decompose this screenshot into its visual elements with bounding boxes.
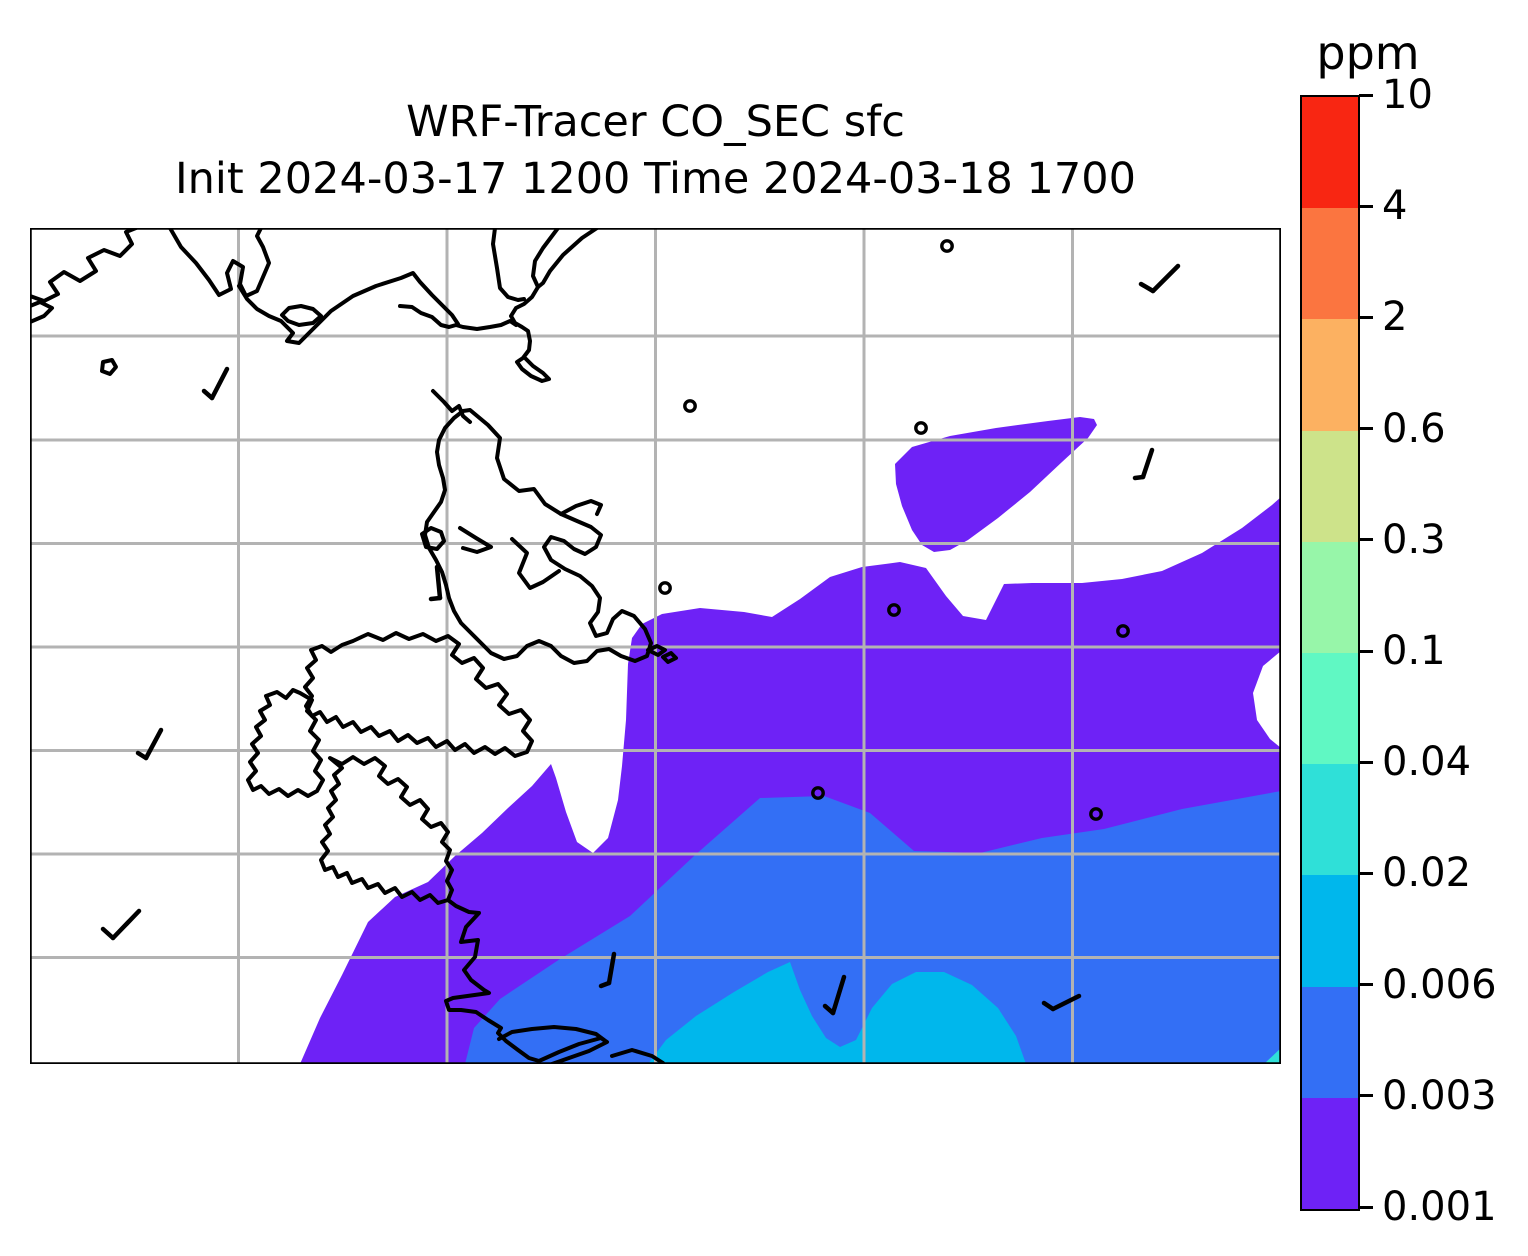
colorbar-tick-mark xyxy=(1358,983,1373,987)
coastline xyxy=(431,389,472,424)
colorbar-segment xyxy=(1302,875,1358,988)
colorbar-tick-mark xyxy=(1358,1094,1373,1098)
colorbar-tick-mark xyxy=(1358,315,1373,319)
colorbar-tick-mark xyxy=(1358,538,1373,542)
coastline xyxy=(559,499,603,516)
colorbar-bar xyxy=(1300,95,1360,1211)
wind-barb-icon xyxy=(135,727,164,761)
colorbar-tick-label: 0.003 xyxy=(1382,1072,1497,1119)
colorbar-tick-label: 0.001 xyxy=(1382,1184,1497,1230)
colorbar-tick-label: 0.02 xyxy=(1382,850,1472,897)
colorbar-segment xyxy=(1302,430,1358,543)
colorbar-tick-label: 4 xyxy=(1382,183,1408,230)
colorbar-tick-mark xyxy=(1358,1205,1373,1209)
coastline xyxy=(246,688,325,798)
colorbar-tick-mark xyxy=(1358,760,1373,764)
coastline xyxy=(420,526,446,551)
calm-wind-circle-icon xyxy=(811,786,825,800)
colorbar-segment xyxy=(1302,208,1358,320)
colorbar: ppm 10 4 2 0.6 0.3 0.1 0.04 0.02 0.006 0.003 0.001 xyxy=(1296,26,1528,1256)
colorbar-tick-label: 0.3 xyxy=(1382,516,1446,563)
wind-barb-icon xyxy=(428,564,443,602)
plot-title-line2: Init 2024-03-17 1200 Time 2024-03-18 170… xyxy=(175,154,1136,204)
calm-wind-circle-icon xyxy=(914,421,928,435)
coastline xyxy=(237,271,460,345)
colorbar-segment xyxy=(1302,97,1358,209)
wind-barb-icon xyxy=(822,974,847,1016)
wind-barb-icon xyxy=(201,366,230,401)
calm-wind-circle-icon xyxy=(940,239,954,253)
colorbar-segment xyxy=(1302,986,1358,1099)
coastline xyxy=(100,358,118,376)
colorbar-tick-label: 0.04 xyxy=(1382,739,1472,786)
colorbar-tick-mark xyxy=(1358,649,1373,653)
plot-title-line1: WRF-Tracer CO_SEC sfc xyxy=(406,97,905,147)
coastline xyxy=(319,755,454,905)
wind-barb-icon xyxy=(1138,263,1181,294)
colorbar-units-label: ppm xyxy=(1316,26,1420,80)
colorbar-tick-label: 0.6 xyxy=(1382,405,1446,452)
calm-wind-circle-icon xyxy=(887,603,901,617)
wind-barb-icon xyxy=(1132,447,1155,481)
wind-barb-icon xyxy=(100,908,142,941)
colorbar-tick-mark xyxy=(1358,204,1373,208)
coastline-layer xyxy=(30,228,678,1064)
colorbar-segment xyxy=(1302,653,1358,765)
coastline xyxy=(423,408,653,665)
contour-region-turquoise-corner-sliver xyxy=(1264,1048,1281,1064)
wind-barb-icon xyxy=(1041,993,1082,1012)
colorbar-tick-mark xyxy=(1358,871,1373,875)
calm-wind-circle-icon xyxy=(1116,624,1130,638)
colorbar-segment xyxy=(1302,319,1358,432)
colorbar-segment xyxy=(1302,1097,1358,1210)
colorbar-tick-mark xyxy=(1358,93,1373,97)
calm-wind-circle-icon xyxy=(683,399,697,413)
colorbar-tick-label: 0.006 xyxy=(1382,961,1497,1008)
coastline xyxy=(497,1025,606,1042)
wind-barb-layer xyxy=(100,239,1181,1016)
coastline xyxy=(30,228,138,303)
contour-fill-layer xyxy=(300,417,1281,1064)
plot-title: WRF-Tracer CO_SEC sfc Init 2024-03-17 12… xyxy=(30,94,1281,208)
coastline xyxy=(168,228,271,298)
coastline xyxy=(303,631,534,758)
colorbar-tick-label: 2 xyxy=(1382,294,1408,341)
coastline xyxy=(661,651,678,664)
wind-barb-icon xyxy=(598,951,617,989)
colorbar-tick-mark xyxy=(1358,427,1373,431)
coastline xyxy=(536,228,599,289)
coastline xyxy=(491,228,526,302)
contour-region-white-notch-right-edge xyxy=(1253,651,1281,748)
map-canvas xyxy=(30,228,1281,1064)
colorbar-tick-label: 10 xyxy=(1382,72,1433,118)
calm-wind-circle-icon xyxy=(658,581,672,595)
coastline xyxy=(30,300,54,324)
coastline xyxy=(510,537,561,590)
contour-region-cyan-lobe xyxy=(648,962,1026,1064)
coastline xyxy=(398,304,518,331)
colorbar-segment xyxy=(1302,764,1358,876)
colorbar-tick-label: 0.1 xyxy=(1382,628,1446,674)
coastline xyxy=(458,526,493,554)
colorbar-segment xyxy=(1302,541,1358,654)
calm-wind-circle-icon xyxy=(1089,807,1103,821)
coastline xyxy=(509,228,560,383)
coastline xyxy=(610,1048,665,1064)
contour-region-violet-detached-blob xyxy=(895,417,1097,552)
coastline xyxy=(444,898,609,1064)
coastline xyxy=(646,644,667,657)
coastline xyxy=(280,304,323,327)
